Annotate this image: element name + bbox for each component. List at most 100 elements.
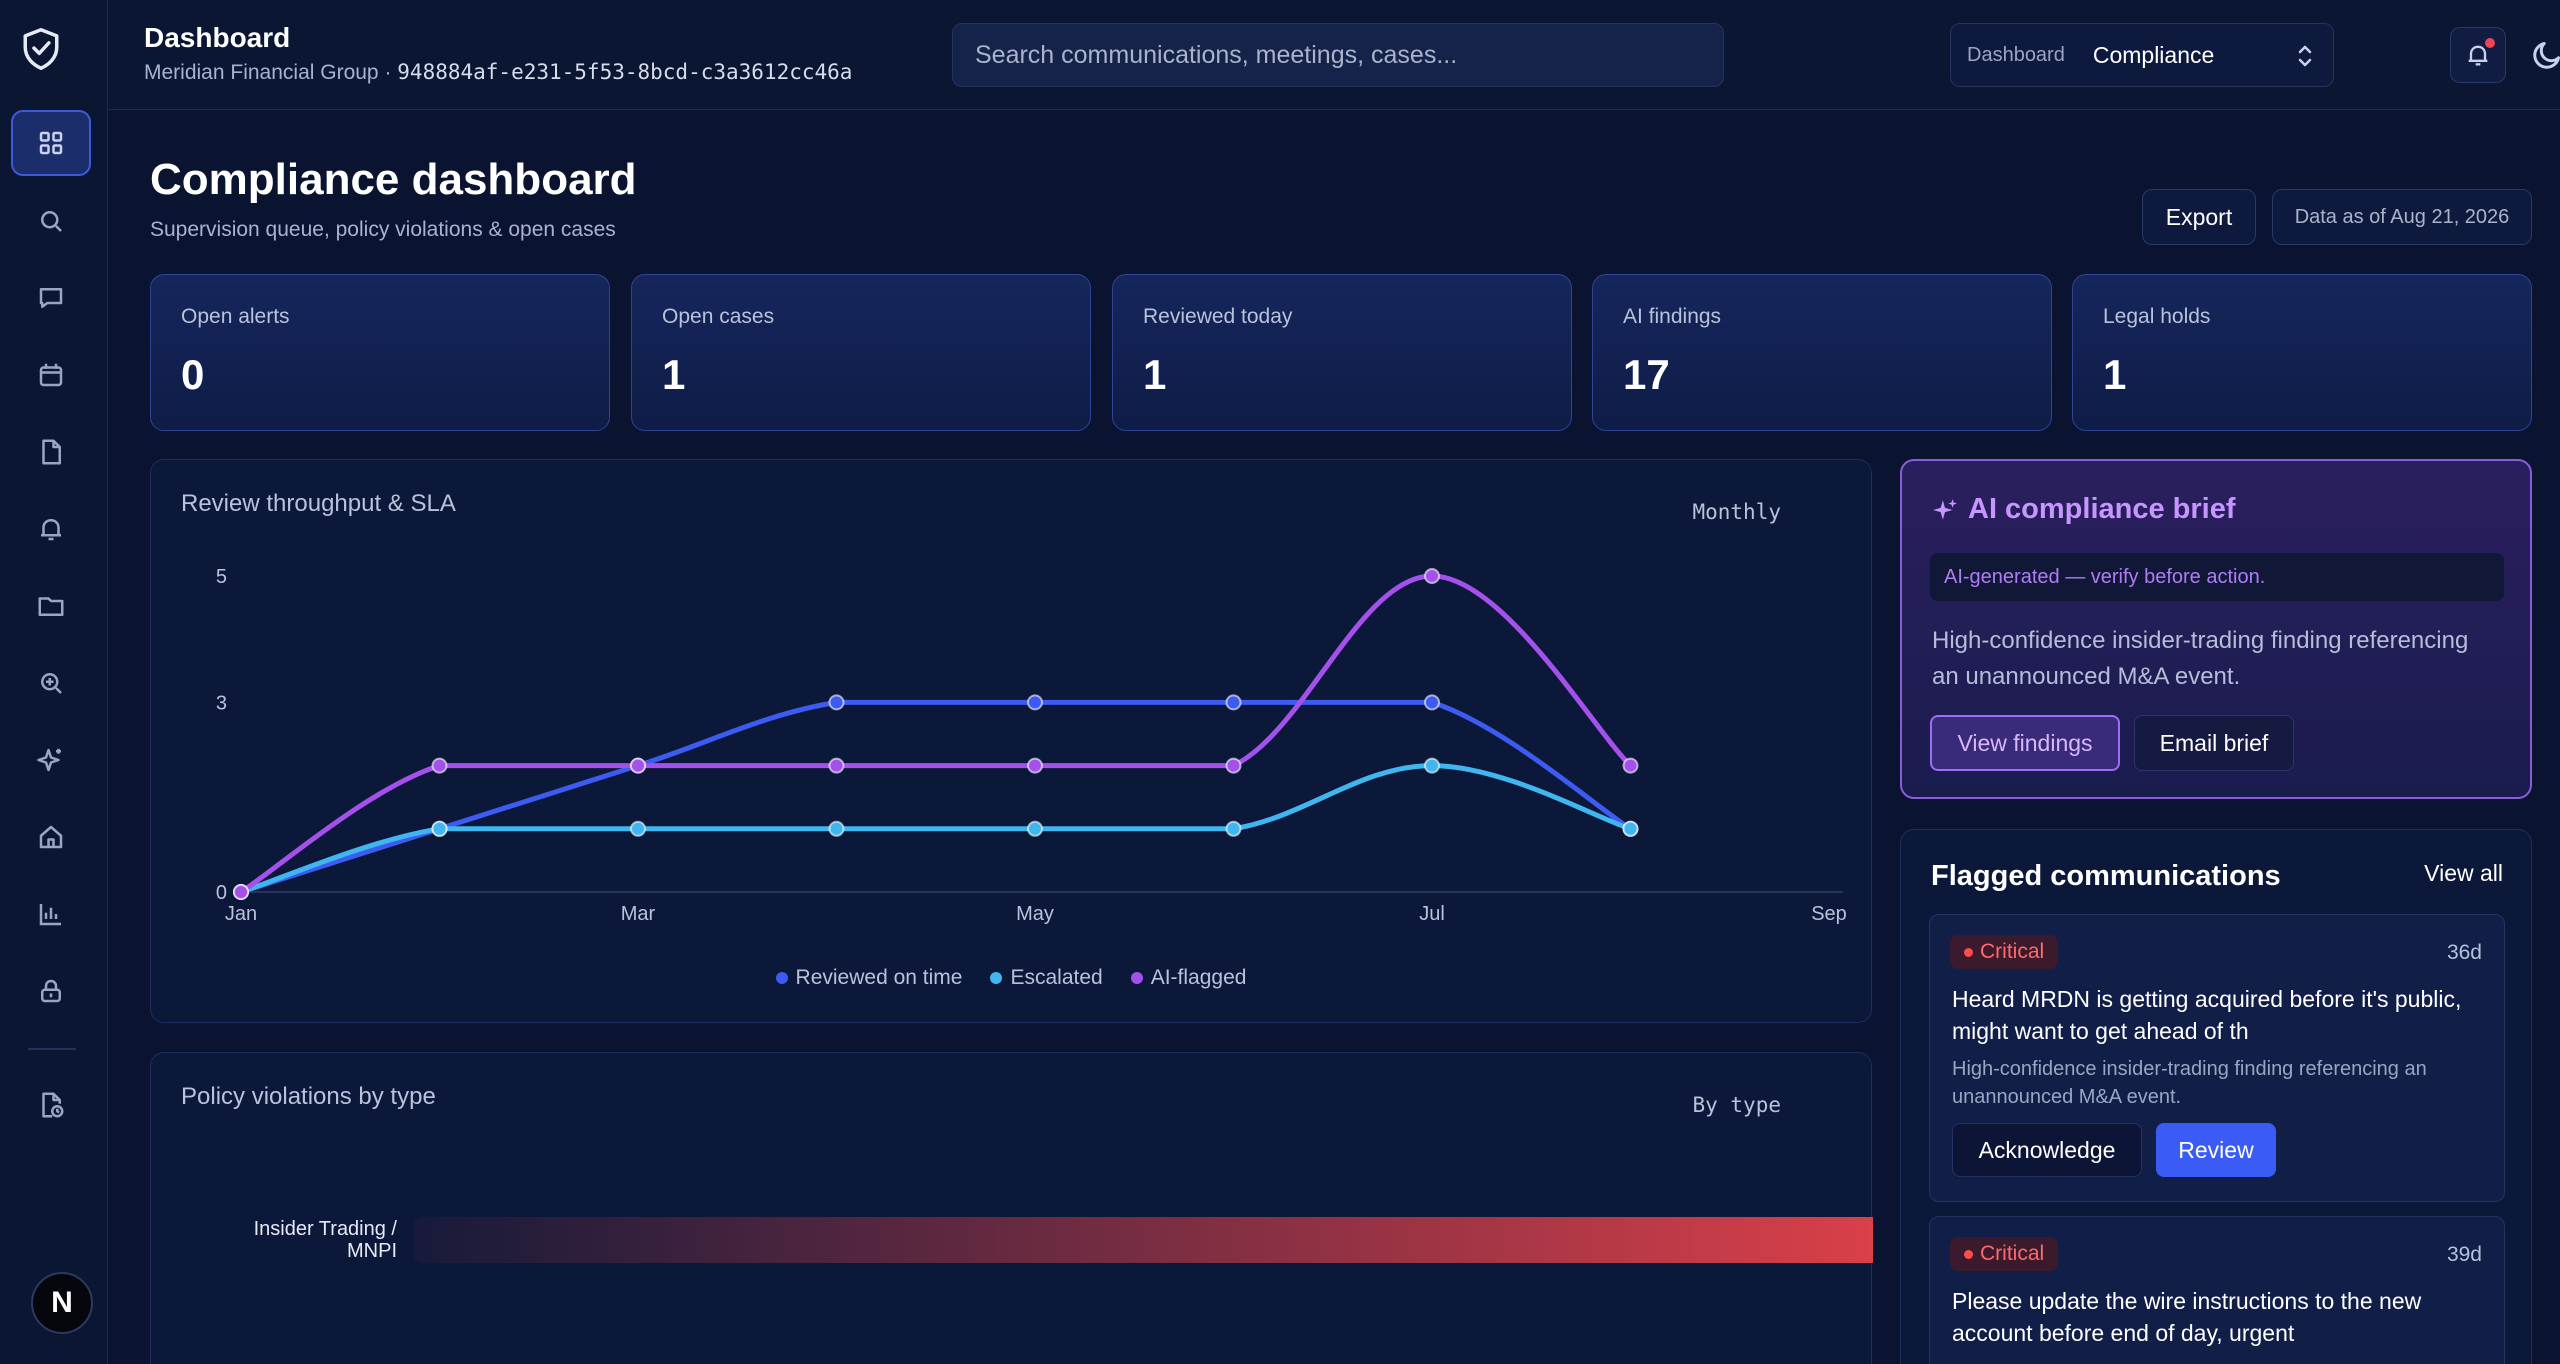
stat-card-reviewed-today[interactable]: Reviewed today 1	[1112, 274, 1572, 431]
data-point	[1225, 820, 1242, 837]
data-point	[233, 884, 249, 900]
data-point	[431, 820, 448, 837]
email-brief-button[interactable]: Email brief	[2134, 715, 2294, 771]
workspace-label: Dashboard	[1967, 43, 2065, 66]
shield-check-logo-icon[interactable]	[20, 26, 62, 72]
stat-label: Reviewed today	[1143, 305, 1293, 328]
chart-legend: Reviewed on time Escalated AI-flagged	[151, 966, 1871, 990]
moon-icon[interactable]	[2530, 36, 2560, 72]
sidebar-item-dashboard[interactable]	[11, 110, 91, 176]
throughput-title: Review throughput & SLA	[181, 490, 456, 517]
search-icon	[41, 211, 62, 232]
legend-item[interactable]: Escalated	[990, 966, 1103, 990]
stat-value: 1	[2103, 351, 2127, 398]
export-button[interactable]: Export	[2142, 189, 2256, 245]
bar-chart-icon	[39, 904, 61, 926]
chevron-up-down-icon	[2298, 45, 2312, 67]
stat-card-open-alerts[interactable]: Open alerts 0	[150, 274, 610, 431]
legend-swatch	[1130, 972, 1143, 985]
sidebar-item-search[interactable]	[11, 188, 91, 254]
search-input[interactable]: Search communications, meetings, cases..…	[952, 23, 1724, 87]
review-button[interactable]: Review	[2156, 1123, 2276, 1177]
workspace-select[interactable]: Dashboard Compliance	[1950, 23, 2334, 87]
chat-icon	[39, 288, 63, 308]
legend-label: Escalated	[1010, 966, 1103, 989]
stat-card-open-cases[interactable]: Open cases 1	[631, 274, 1091, 431]
x-tick-label: Jan	[225, 903, 257, 925]
item-headline: Please update the wire instructions to t…	[1952, 1288, 2422, 1346]
sparkle-icon	[1933, 499, 1957, 520]
data-point	[828, 820, 845, 837]
bar-category-label: MNPI	[347, 1240, 397, 1262]
throughput-period[interactable]: Monthly	[1692, 500, 1781, 524]
sidebar-item-home[interactable]	[11, 804, 91, 870]
stat-label: Legal holds	[2103, 305, 2211, 328]
flagged-title: Flagged communications	[1931, 860, 2281, 892]
view-findings-button[interactable]: View findings	[1930, 715, 2120, 771]
header-org: Meridian Financial Group · 948884af-e231…	[144, 60, 852, 85]
home-icon	[39, 825, 63, 849]
stat-card-legal-holds[interactable]: Legal holds 1	[2072, 274, 2532, 431]
bell-icon	[41, 519, 61, 541]
flagged-item[interactable]: Critical 39d Please update the wire inst…	[1929, 1216, 2505, 1364]
sidebar-item-meetings[interactable]	[11, 342, 91, 408]
x-tick-label: Mar	[621, 903, 656, 925]
data-point	[1424, 568, 1440, 584]
sparkle-icon	[37, 748, 61, 772]
sidebar-item-retention[interactable]	[11, 1072, 91, 1138]
bell-icon	[2468, 45, 2488, 66]
page-subtitle: Supervision queue, policy violations & o…	[150, 218, 616, 241]
folder-icon	[38, 597, 64, 616]
y-tick-label: 0	[216, 882, 227, 904]
violations-grouping[interactable]: By type	[1692, 1093, 1781, 1117]
notifications-button[interactable]	[2450, 27, 2506, 83]
data-point	[1027, 757, 1043, 774]
sidebar-item-documents[interactable]	[11, 419, 91, 485]
search-placeholder: Search communications, meetings, cases..…	[975, 40, 1458, 69]
data-point	[1622, 820, 1639, 837]
grid-icon	[39, 131, 63, 155]
data-point	[1027, 694, 1043, 711]
item-summary: High-confidence insider-trading finding …	[1952, 1058, 2427, 1108]
bar-category-label: Insider Trading /	[254, 1218, 398, 1240]
ai-compliance-brief: AI compliance brief AI-generated — verif…	[1900, 459, 2532, 799]
y-tick-label: 5	[216, 566, 227, 588]
page-title: Compliance dashboard	[150, 155, 637, 204]
sidebar-item-cases[interactable]	[11, 573, 91, 639]
calendar-icon	[39, 363, 63, 387]
workspace-value: Compliance	[2092, 41, 2215, 68]
view-all-link[interactable]: View all	[2424, 860, 2503, 886]
zoom-icon	[41, 673, 62, 694]
sidebar-item-reports[interactable]	[11, 881, 91, 947]
item-age: 39d	[2446, 1243, 2482, 1266]
data-point	[1424, 757, 1440, 774]
sidebar-divider	[28, 1048, 76, 1050]
data-point	[1225, 694, 1242, 711]
throughput-panel: Review throughput & SLA Monthly 0 3 5 Jan Ma…	[150, 459, 1872, 1023]
sidebar-item-alerts[interactable]	[11, 496, 91, 562]
series-line-reviewed-on-time	[238, 699, 1633, 895]
acknowledge-button[interactable]: Acknowledge	[1952, 1123, 2142, 1177]
sidebar-user-avatar[interactable]: N	[31, 1272, 93, 1334]
sidebar-item-investigations[interactable]	[11, 650, 91, 716]
flagged-item[interactable]: Critical 36d Heard MRDN is getting acqui…	[1929, 914, 2505, 1202]
legend-item[interactable]: AI-flagged	[1130, 966, 1246, 990]
lock-icon	[41, 979, 61, 1003]
notification-dot	[2485, 38, 2495, 48]
data-point	[1622, 757, 1639, 774]
stat-card-ai-findings[interactable]: AI findings 17	[1592, 274, 2052, 431]
legend-item[interactable]: Reviewed on time	[775, 966, 962, 990]
severity-badge: Critical	[1950, 1237, 2059, 1271]
ai-disclaimer: AI-generated — verify before action.	[1930, 553, 2504, 601]
flagged-communications-panel: Flagged communications View all Critical…	[1900, 829, 2532, 1364]
data-point	[630, 820, 646, 837]
violations-panel: Policy violations by type By type Inside…	[150, 1052, 1873, 1364]
data-point	[630, 757, 646, 774]
stat-value: 0	[181, 351, 205, 398]
sidebar-item-communications[interactable]	[11, 265, 91, 331]
sidebar-item-ai[interactable]	[11, 727, 91, 793]
sidebar: N	[0, 0, 108, 1364]
sidebar-item-security[interactable]	[11, 958, 91, 1024]
x-tick-label: Sep	[1811, 903, 1847, 925]
violation-bar[interactable]	[413, 1217, 1873, 1263]
